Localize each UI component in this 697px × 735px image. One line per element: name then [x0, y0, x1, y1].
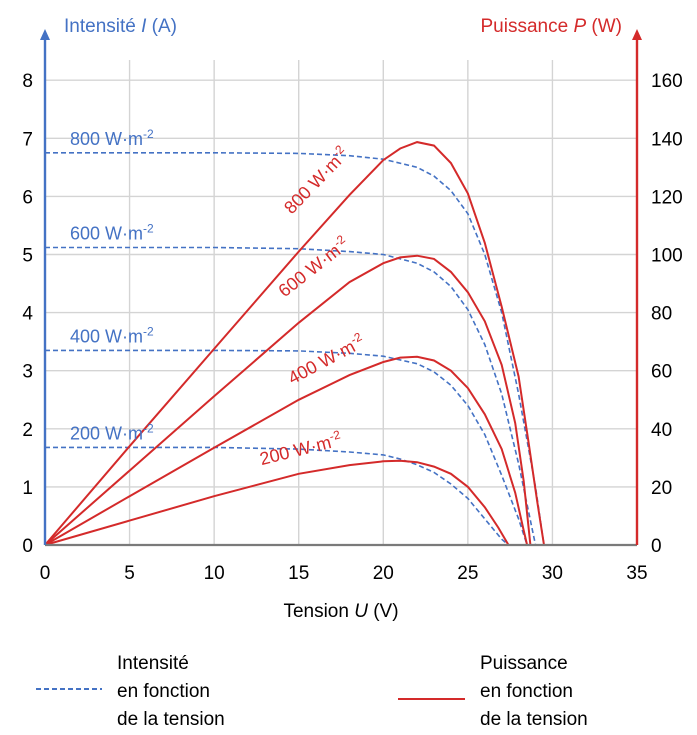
y-right-tick-label: 120	[651, 187, 683, 208]
y-right-tick-label: 40	[651, 420, 672, 441]
x-tick-label: 10	[204, 563, 225, 584]
power-curve	[44, 355, 529, 546]
intensity-curve-label: 800 W·m-2	[70, 127, 154, 149]
x-tick-label: 5	[124, 563, 135, 584]
y-left-tick-label: 7	[22, 129, 33, 150]
power-curve-label: 400 W·m-2	[284, 329, 369, 388]
y-left-tick-label: 4	[22, 304, 33, 325]
intensity-curve-label: 600 W·m-2	[70, 222, 154, 244]
legend-power-line-2: en fonction	[480, 681, 573, 702]
y-left-tick-label: 8	[22, 71, 33, 92]
y-left-tick-label: 3	[22, 362, 33, 383]
legend-intensity-line-2: en fonction	[117, 681, 210, 702]
left-axis-title: Intensité I (A)	[64, 16, 177, 37]
y-right-tick-label: 60	[651, 362, 672, 383]
y-right-tick-label: 0	[651, 536, 662, 557]
power-curve	[44, 254, 532, 546]
x-tick-label: 30	[542, 563, 563, 584]
y-right-tick-label: 100	[651, 246, 683, 267]
power-curve-label: 200 W·m-2	[257, 427, 344, 469]
grid	[45, 60, 638, 545]
y-right-tick-label: 140	[651, 129, 683, 150]
power-curve	[44, 459, 510, 546]
x-tick-label: 25	[457, 563, 478, 584]
bottom-axis-title: Tension U (V)	[283, 601, 398, 622]
legend-power-line-3: de la tension	[480, 709, 588, 730]
left-axis-arrow	[40, 29, 50, 40]
legend: Intensité en fonction de la tension Puis…	[36, 653, 588, 730]
intensity-curve-label: 200 W·m-2	[70, 421, 154, 443]
y-left-tick-label: 1	[22, 478, 33, 499]
y-left-tick-label: 5	[22, 246, 33, 267]
right-axis-title: Puissance P (W)	[480, 16, 622, 37]
y-right-tick-label: 20	[651, 478, 672, 499]
x-tick-label: 0	[40, 563, 51, 584]
power-curve	[44, 141, 545, 546]
right-axis-arrow	[632, 29, 642, 40]
y-right-tick-label: 80	[651, 304, 672, 325]
y-right-tick-label: 160	[651, 71, 683, 92]
y-left-tick-label: 6	[22, 187, 33, 208]
legend-intensity-line-1: Intensité	[117, 653, 189, 674]
x-tick-label: 15	[288, 563, 309, 584]
axes	[40, 29, 642, 547]
x-tick-label: 20	[373, 563, 394, 584]
y-left-tick-label: 2	[22, 420, 33, 441]
legend-power-line-1: Puissance	[480, 653, 568, 674]
power-curves	[44, 141, 545, 546]
x-tick-label: 35	[626, 563, 647, 584]
y-left-tick-label: 0	[22, 536, 33, 557]
legend-intensity-line-3: de la tension	[117, 709, 225, 730]
intensity-curve	[45, 152, 545, 546]
intensity-curve-label: 400 W·m-2	[70, 324, 154, 346]
tick-labels: 0 5 10 15 20 25 30 3501234567802040608010012014…	[22, 71, 682, 584]
